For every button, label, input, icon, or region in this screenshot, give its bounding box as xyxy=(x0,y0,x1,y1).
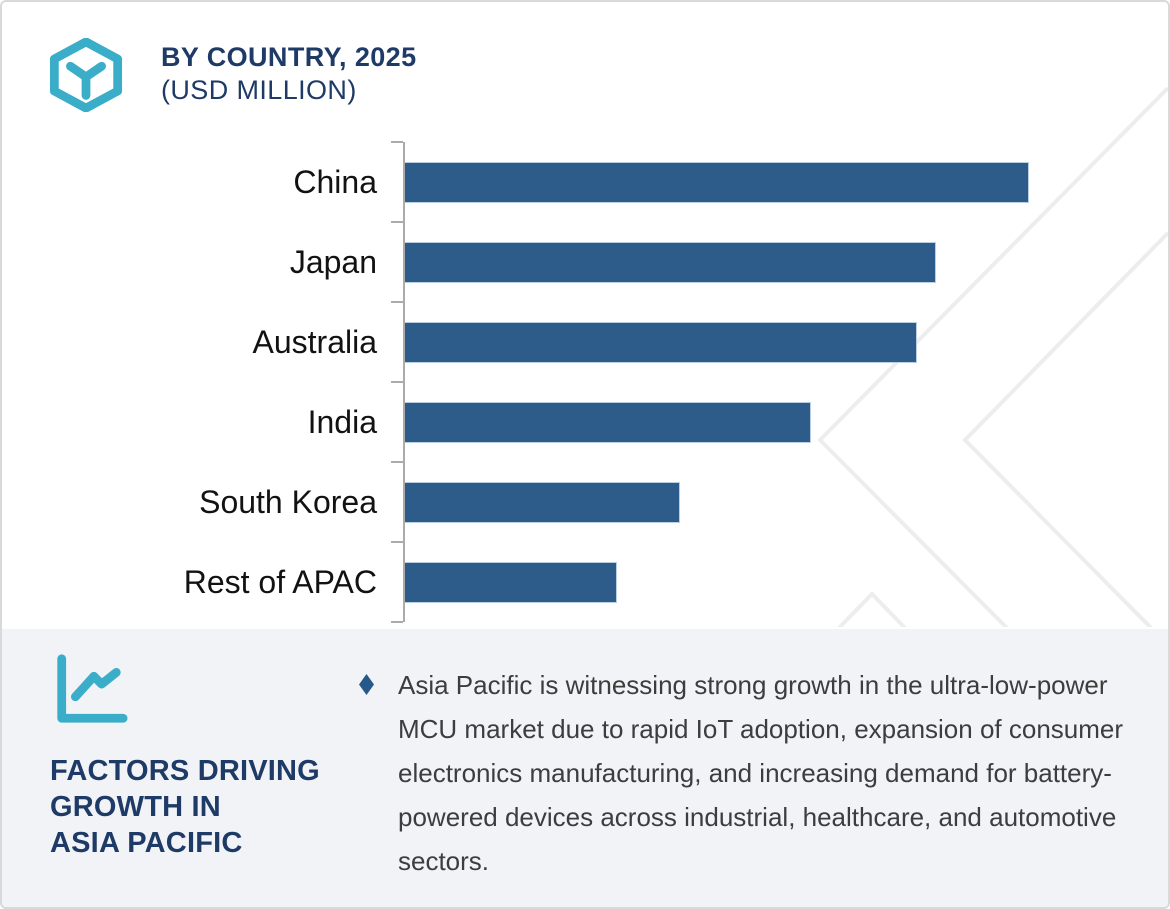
plot-area xyxy=(391,541,1168,623)
axis-tick xyxy=(391,221,403,223)
hexagon-cube-icon xyxy=(49,38,123,112)
bar xyxy=(405,482,680,523)
axis-tick xyxy=(391,461,403,463)
category-label: China xyxy=(293,164,377,200)
bar xyxy=(405,322,917,363)
chart-header: BY COUNTRY, 2025 (USD MILLION) xyxy=(47,38,417,112)
bar-row: Rest of APAC xyxy=(2,541,1168,623)
axis-tick xyxy=(391,621,403,623)
plot-area xyxy=(391,141,1168,222)
category-label: South Korea xyxy=(199,484,377,520)
bar-row: Australia xyxy=(2,301,1168,382)
factors-heading: FACTORS DRIVING GROWTH IN ASIA PACIFIC xyxy=(50,755,320,859)
chart-title: BY COUNTRY, 2025 xyxy=(161,42,417,72)
bar-row: South Korea xyxy=(2,461,1168,542)
axis-tick xyxy=(391,141,403,143)
bar-chart: China Japan Australia India South Korea Rest … xyxy=(2,141,1168,623)
plot-area xyxy=(391,221,1168,302)
diamond-bullet-icon xyxy=(359,674,374,695)
category-label: Rest of APAC xyxy=(183,564,377,600)
axis-tick xyxy=(391,381,403,383)
axis-tick xyxy=(391,301,403,303)
plot-area xyxy=(391,301,1168,382)
factors-bullet-row: Asia Pacific is witnessing strong growth… xyxy=(359,663,1139,883)
category-label: Japan xyxy=(289,244,377,280)
factors-panel: FACTORS DRIVING GROWTH IN ASIA PACIFIC A… xyxy=(2,629,1168,907)
axis-tick xyxy=(391,541,403,543)
chart-subtitle: (USD MILLION) xyxy=(161,75,357,105)
category-label: India xyxy=(307,404,377,440)
bar-row: Japan xyxy=(2,221,1168,302)
title-block: BY COUNTRY, 2025 (USD MILLION) xyxy=(161,38,417,107)
plot-area xyxy=(391,381,1168,462)
category-label: Australia xyxy=(252,324,378,360)
bar xyxy=(405,562,618,603)
plot-area xyxy=(391,461,1168,542)
factors-text: Asia Pacific is witnessing strong growth… xyxy=(398,670,1124,876)
bar-row: China xyxy=(2,141,1168,222)
bar-row: India xyxy=(2,381,1168,462)
line-chart-icon xyxy=(57,654,128,723)
bar xyxy=(405,242,936,283)
bar xyxy=(405,162,1030,203)
bar xyxy=(405,402,811,443)
